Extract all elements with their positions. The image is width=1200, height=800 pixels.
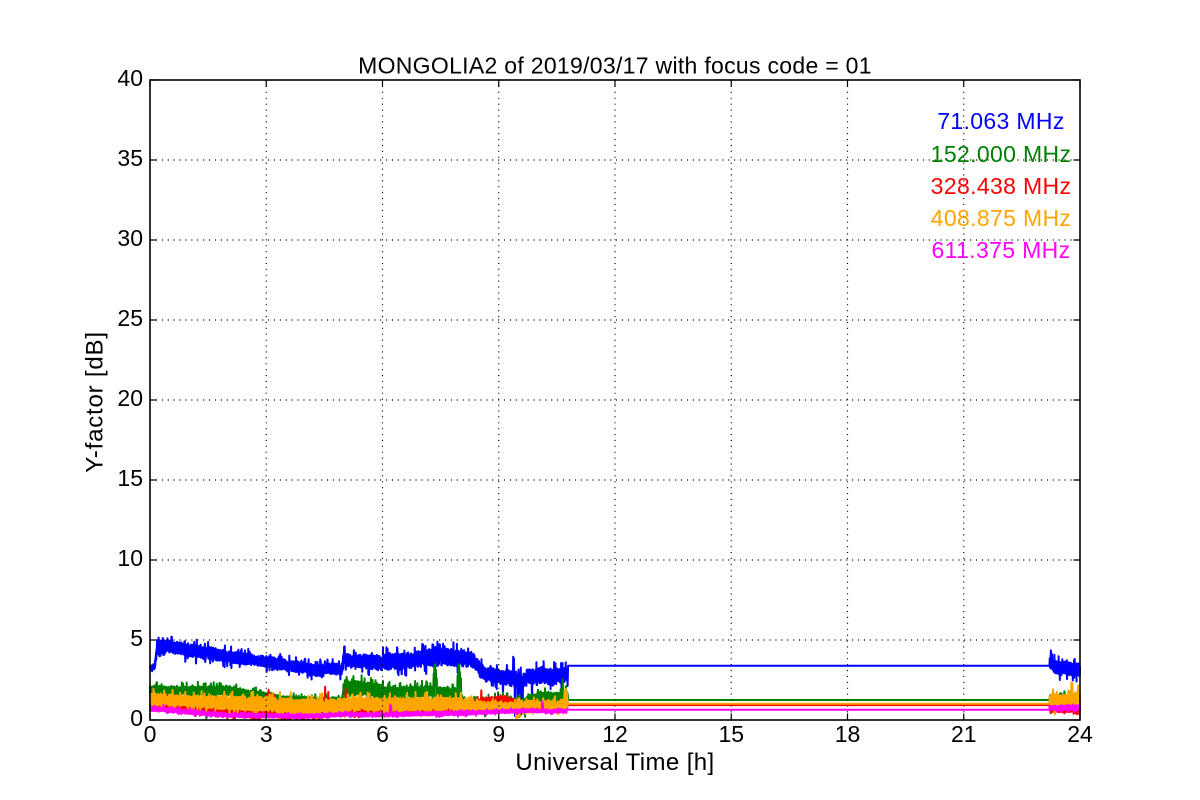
svg-text:Y-factor [dB]: Y-factor [dB] <box>82 331 109 473</box>
svg-text:328.438 MHz: 328.438 MHz <box>931 173 1072 199</box>
svg-text:MONGOLIA2 of 2019/03/17 with f: MONGOLIA2 of 2019/03/17 with focus code … <box>358 53 872 79</box>
svg-text:18: 18 <box>835 721 861 747</box>
svg-text:15: 15 <box>718 721 744 747</box>
svg-text:152.000 MHz: 152.000 MHz <box>931 141 1072 167</box>
svg-text:12: 12 <box>602 721 628 747</box>
svg-text:Universal Time [h]: Universal Time [h] <box>515 749 714 776</box>
svg-text:6: 6 <box>376 721 389 747</box>
svg-text:611.375 MHz: 611.375 MHz <box>932 237 1071 263</box>
svg-text:408.875 MHz: 408.875 MHz <box>931 205 1072 231</box>
svg-text:3: 3 <box>260 721 273 747</box>
svg-text:15: 15 <box>117 465 143 491</box>
svg-text:21: 21 <box>951 721 977 747</box>
svg-text:40: 40 <box>117 65 143 91</box>
svg-text:30: 30 <box>117 225 143 251</box>
svg-text:0: 0 <box>144 721 157 747</box>
svg-text:71.063 MHz: 71.063 MHz <box>937 108 1065 134</box>
svg-text:25: 25 <box>117 305 143 331</box>
svg-text:10: 10 <box>117 545 143 571</box>
svg-text:24: 24 <box>1067 721 1093 747</box>
svg-text:5: 5 <box>130 625 143 651</box>
svg-text:0: 0 <box>130 705 143 731</box>
svg-text:35: 35 <box>117 145 143 171</box>
svg-text:20: 20 <box>117 385 143 411</box>
svg-text:9: 9 <box>492 721 505 747</box>
